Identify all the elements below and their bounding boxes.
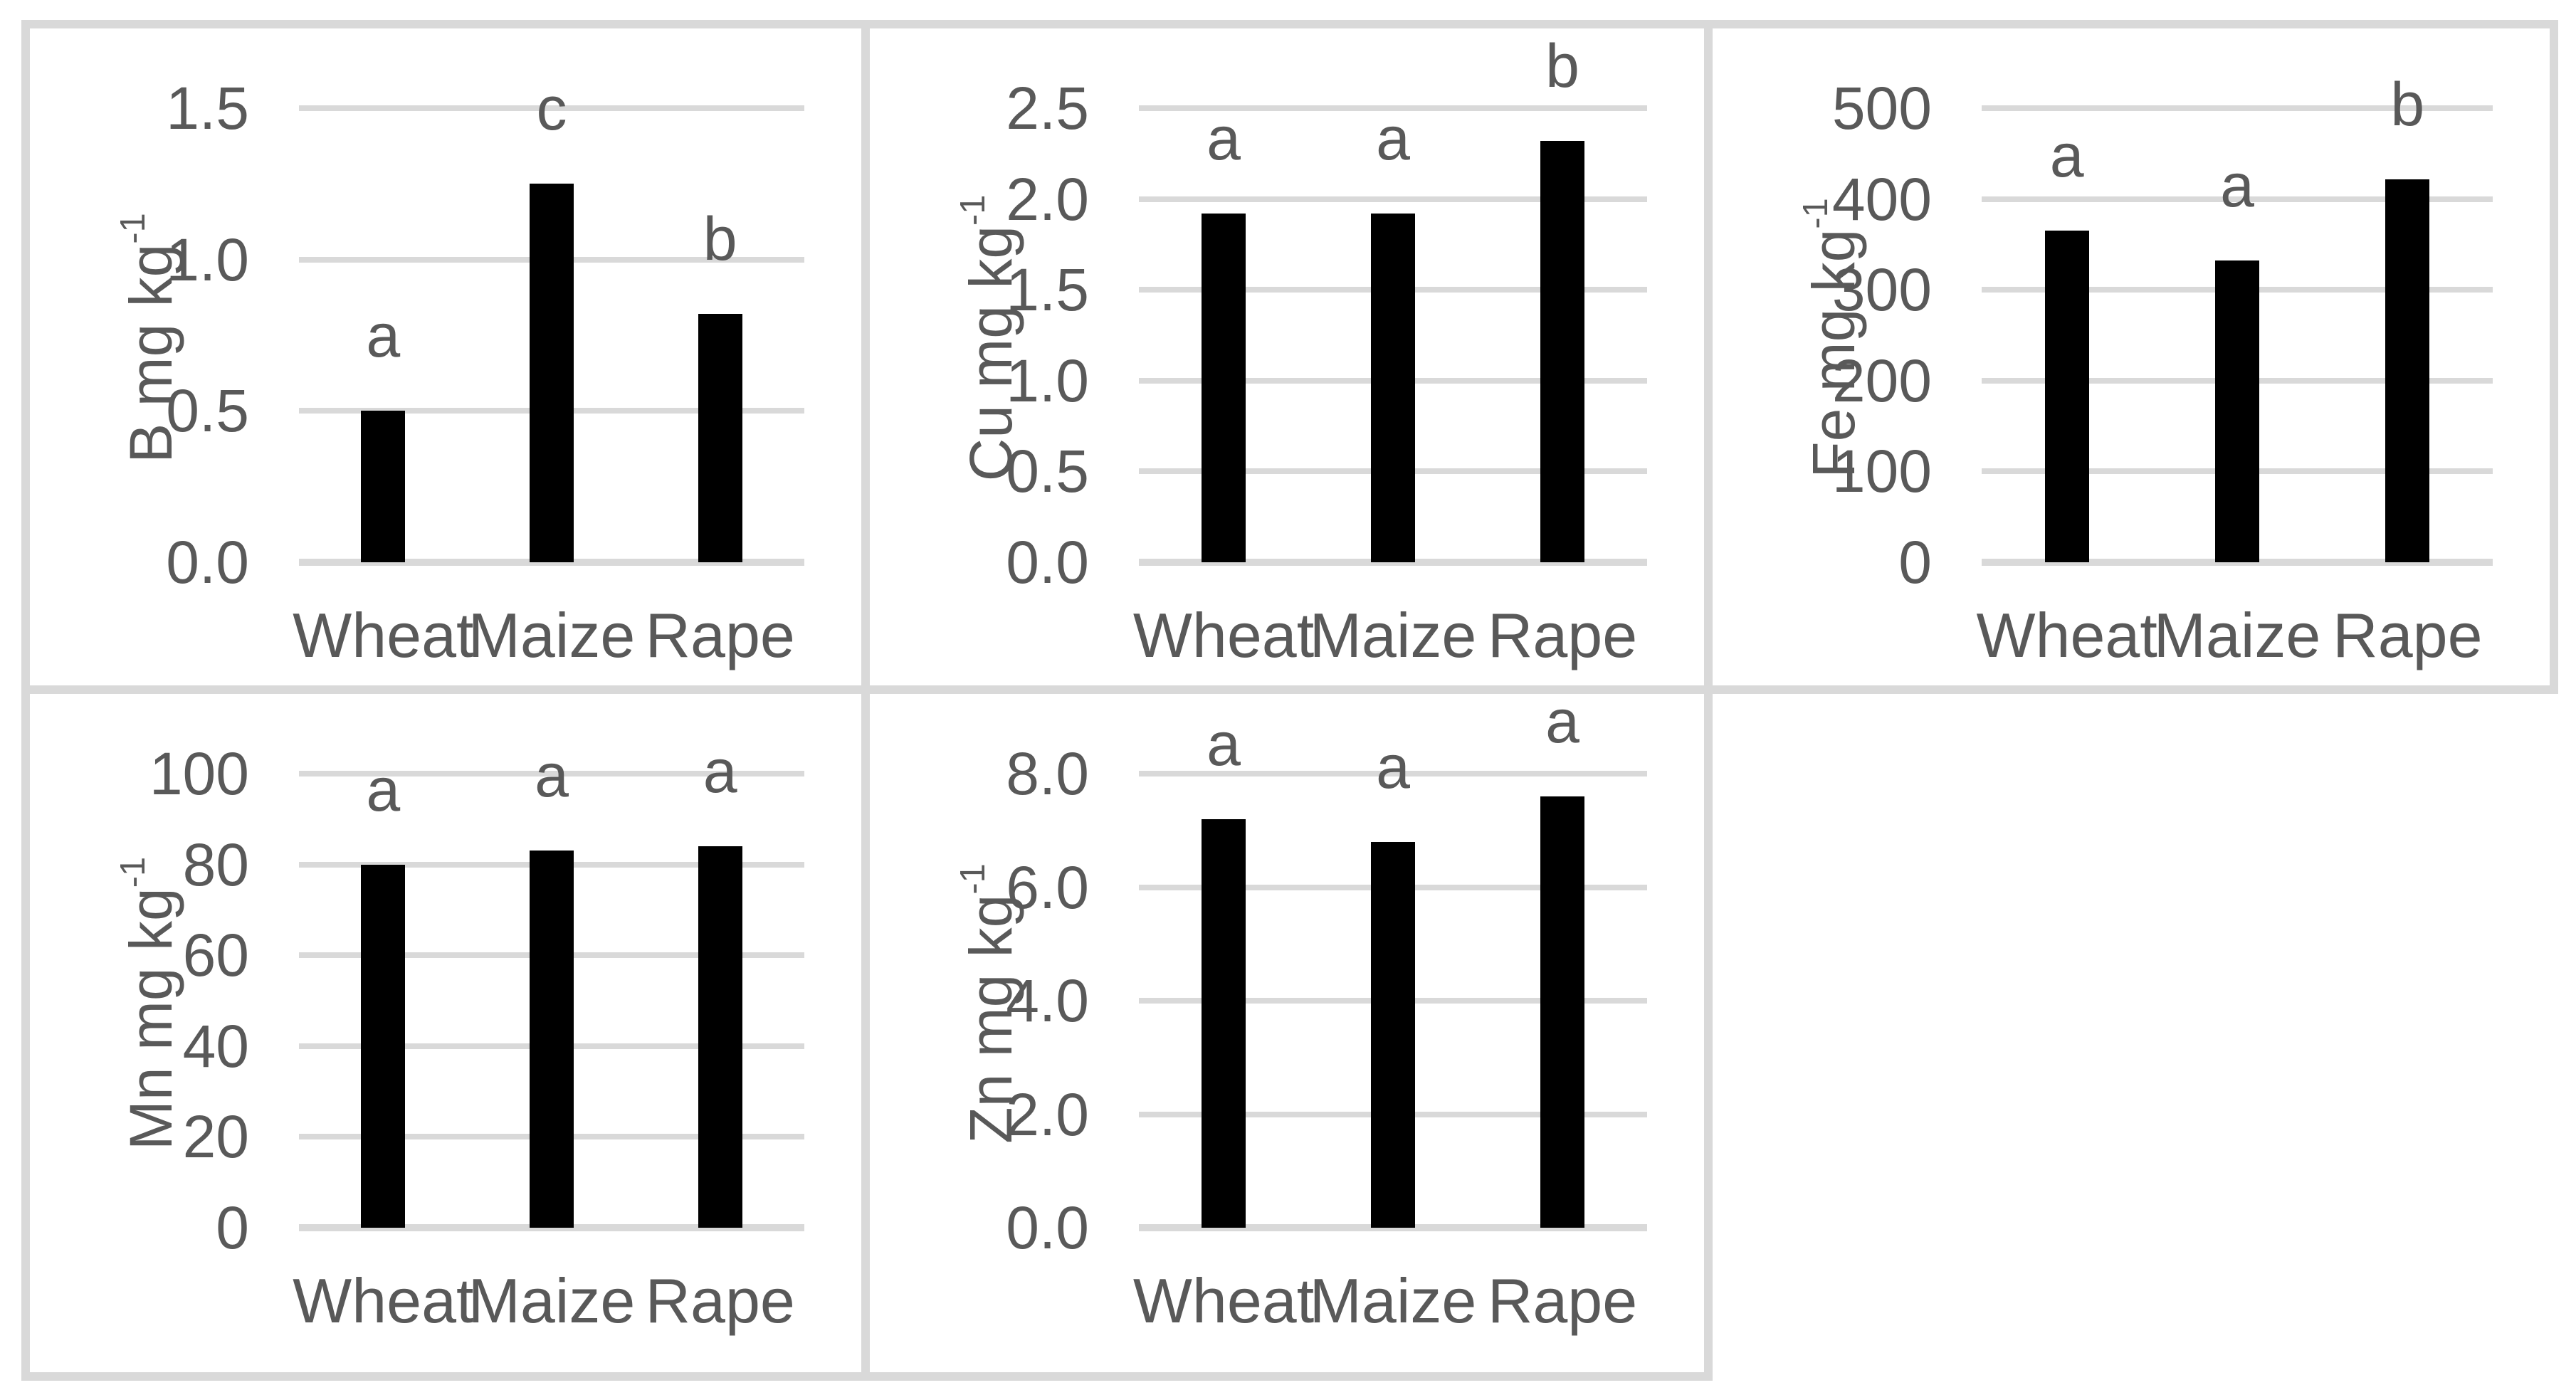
y-tick-label: 8.0 <box>1006 740 1089 807</box>
sig-letter: a <box>1376 732 1410 801</box>
y-gridline <box>1982 196 2493 202</box>
category-label: Maize <box>2153 600 2321 670</box>
y-tick-label: 2.5 <box>1006 75 1089 142</box>
sig-letter: a <box>1545 687 1579 756</box>
y-tick-label: 0 <box>216 1194 249 1261</box>
sig-letter: a <box>2049 122 2084 191</box>
category-label: Rape <box>1487 1265 1638 1336</box>
sig-letter: a <box>366 755 401 824</box>
bar-maize <box>530 851 574 1228</box>
sig-letter: a <box>366 302 401 371</box>
sig-letter: c <box>536 75 567 144</box>
category-label: Maize <box>1309 600 1477 670</box>
y-tick-label: 60 <box>182 922 249 989</box>
y-tick-label: 2.0 <box>1006 165 1089 233</box>
y-tick-label: 500 <box>1831 75 1932 142</box>
chart-panel-boron: B mg kg-1 0.0 0.5 1.0 1.5 a Wheat c Maize b Rape <box>21 20 870 694</box>
y-tick-label: 0.0 <box>166 529 249 596</box>
y-tick-label: 200 <box>1831 347 1932 414</box>
sig-letter: a <box>1376 105 1410 174</box>
y-gridline <box>299 105 804 111</box>
bar-wheat <box>361 864 406 1228</box>
category-label: Rape <box>645 1265 795 1336</box>
category-label: Wheat <box>293 1265 474 1336</box>
y-tick-label: 1.5 <box>166 75 249 142</box>
y-tick-label: 0.0 <box>1006 1194 1089 1261</box>
y-tick-label: 100 <box>149 740 249 807</box>
chart-panel-manganese: Mn mg kg-1 0 20 40 60 80 100 a Wheat a Maize a Rape <box>21 685 870 1381</box>
y-tick-label: 80 <box>182 831 249 898</box>
y-tick-label: 0.5 <box>1006 438 1089 505</box>
bar-maize <box>1371 841 1415 1228</box>
category-label: Rape <box>645 600 795 670</box>
y-tick-label: 1.0 <box>166 226 249 293</box>
x-axis-baseline <box>299 559 804 566</box>
x-axis-baseline <box>1982 559 2493 566</box>
chart-panel-iron: Fe mg kg-1 0 100 200 300 400 500 a Wheat a Maize b… <box>1704 20 2558 694</box>
y-tick-label: 400 <box>1831 165 1932 233</box>
bar-wheat <box>1202 214 1246 562</box>
sig-letter: b <box>2390 70 2425 139</box>
category-label: Wheat <box>1132 1265 1315 1336</box>
bar-wheat <box>361 411 406 562</box>
bar-maize <box>1371 214 1415 562</box>
sig-letter: b <box>1545 31 1579 100</box>
y-gridline <box>1139 771 1647 776</box>
y-tick-label: 1.0 <box>1006 347 1089 414</box>
sig-letter: a <box>1206 710 1241 779</box>
y-gridline <box>1982 105 2493 111</box>
bar-wheat <box>2044 231 2089 562</box>
sig-letter: a <box>703 737 737 806</box>
y-tick-label: 40 <box>182 1012 249 1080</box>
bar-rape <box>698 314 742 562</box>
chart-panel-copper: Cu mg kg-1 0.0 0.5 1.0 1.5 2.0 2.5 a Wheat a Maiz… <box>861 20 1713 694</box>
bar-maize <box>530 184 574 562</box>
category-label: Maize <box>468 1265 636 1336</box>
y-gridline <box>1139 196 1647 202</box>
x-axis-baseline <box>1139 559 1647 566</box>
y-tick-label: 1.5 <box>1006 256 1089 324</box>
category-label: Maize <box>468 600 636 670</box>
bar-rape <box>698 846 742 1228</box>
y-tick-label: 6.0 <box>1006 853 1089 921</box>
y-tick-label: 100 <box>1831 438 1932 505</box>
bar-maize <box>2215 260 2259 562</box>
bar-rape <box>1540 140 1584 562</box>
sig-letter: a <box>535 742 569 811</box>
category-label: Wheat <box>1976 600 2157 670</box>
category-label: Wheat <box>1132 600 1315 670</box>
sig-letter: a <box>2220 152 2254 221</box>
y-tick-label: 4.0 <box>1006 967 1089 1034</box>
chart-panel-zinc: Zn mg kg-1 0.0 2.0 4.0 6.0 8.0 a Wheat a Maize a R… <box>861 685 1713 1381</box>
y-gridline <box>1139 105 1647 111</box>
y-tick-label: 0 <box>1898 529 1932 596</box>
y-gridline <box>299 771 804 776</box>
bar-rape <box>2385 179 2430 562</box>
y-tick-label: 20 <box>182 1103 249 1171</box>
y-tick-label: 2.0 <box>1006 1080 1089 1148</box>
x-axis-baseline <box>1139 1224 1647 1231</box>
y-tick-label: 0.5 <box>166 377 249 445</box>
x-axis-baseline <box>299 1224 804 1231</box>
bar-rape <box>1540 796 1584 1228</box>
category-label: Maize <box>1309 1265 1477 1336</box>
sig-letter: a <box>1206 105 1241 174</box>
y-axis-title: B mg kg-1 <box>98 125 184 552</box>
category-label: Wheat <box>293 600 474 670</box>
sig-letter: b <box>703 205 737 274</box>
bar-wheat <box>1202 818 1246 1228</box>
y-tick-label: 300 <box>1831 256 1932 324</box>
category-label: Rape <box>2333 600 2483 670</box>
y-tick-label: 0.0 <box>1006 529 1089 596</box>
category-label: Rape <box>1487 600 1638 670</box>
